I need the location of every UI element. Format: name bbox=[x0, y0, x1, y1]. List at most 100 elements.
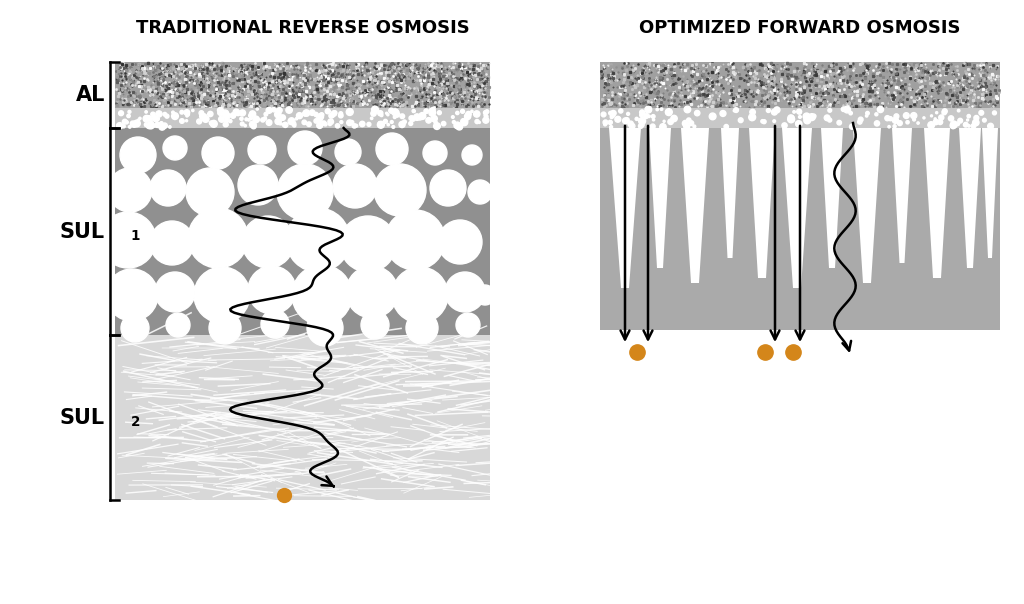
Circle shape bbox=[761, 120, 764, 123]
Circle shape bbox=[159, 123, 166, 130]
Circle shape bbox=[263, 117, 266, 120]
Circle shape bbox=[936, 112, 938, 114]
Polygon shape bbox=[821, 128, 843, 268]
Circle shape bbox=[787, 116, 795, 123]
Circle shape bbox=[461, 109, 465, 114]
Circle shape bbox=[125, 121, 128, 124]
Circle shape bbox=[172, 113, 178, 120]
Circle shape bbox=[328, 119, 334, 124]
Circle shape bbox=[656, 108, 658, 111]
Circle shape bbox=[968, 124, 970, 127]
Circle shape bbox=[465, 114, 471, 120]
Circle shape bbox=[106, 269, 158, 321]
Circle shape bbox=[940, 115, 943, 118]
Circle shape bbox=[248, 136, 276, 164]
Circle shape bbox=[456, 111, 459, 115]
Circle shape bbox=[659, 124, 667, 130]
Circle shape bbox=[471, 110, 473, 112]
Circle shape bbox=[601, 112, 606, 117]
Bar bbox=[600, 62, 1000, 108]
Circle shape bbox=[245, 118, 248, 121]
Circle shape bbox=[285, 123, 288, 126]
Circle shape bbox=[145, 111, 147, 113]
Circle shape bbox=[956, 122, 959, 126]
Circle shape bbox=[438, 220, 482, 264]
Circle shape bbox=[324, 123, 327, 126]
Circle shape bbox=[910, 112, 916, 118]
Circle shape bbox=[693, 125, 695, 128]
Polygon shape bbox=[982, 128, 998, 258]
Circle shape bbox=[186, 168, 234, 216]
Circle shape bbox=[288, 118, 295, 124]
Circle shape bbox=[166, 313, 190, 337]
Circle shape bbox=[389, 108, 394, 114]
Circle shape bbox=[392, 126, 394, 129]
Polygon shape bbox=[681, 128, 709, 283]
Polygon shape bbox=[892, 128, 912, 263]
Circle shape bbox=[827, 109, 831, 112]
Circle shape bbox=[144, 123, 147, 126]
Circle shape bbox=[938, 120, 943, 124]
Circle shape bbox=[889, 117, 893, 121]
Circle shape bbox=[286, 107, 292, 114]
Circle shape bbox=[248, 118, 250, 121]
Circle shape bbox=[979, 111, 984, 115]
Circle shape bbox=[666, 109, 671, 115]
Circle shape bbox=[139, 117, 141, 120]
Polygon shape bbox=[749, 128, 775, 278]
Circle shape bbox=[942, 111, 946, 115]
Circle shape bbox=[974, 115, 979, 120]
Circle shape bbox=[340, 216, 396, 272]
Circle shape bbox=[122, 124, 125, 128]
Circle shape bbox=[409, 121, 413, 126]
Circle shape bbox=[250, 121, 256, 127]
Circle shape bbox=[219, 116, 225, 122]
Circle shape bbox=[146, 115, 152, 120]
Circle shape bbox=[983, 118, 986, 122]
Circle shape bbox=[893, 124, 896, 128]
Circle shape bbox=[210, 120, 217, 127]
Circle shape bbox=[684, 106, 691, 113]
Circle shape bbox=[322, 121, 326, 125]
Circle shape bbox=[812, 114, 816, 118]
Circle shape bbox=[203, 116, 209, 123]
Circle shape bbox=[874, 121, 880, 126]
Circle shape bbox=[217, 108, 223, 114]
Circle shape bbox=[271, 108, 275, 112]
Circle shape bbox=[280, 115, 286, 120]
Circle shape bbox=[293, 124, 296, 127]
Text: TRADITIONAL REVERSE OSMOSIS: TRADITIONAL REVERSE OSMOSIS bbox=[135, 19, 469, 37]
Polygon shape bbox=[853, 128, 881, 283]
Circle shape bbox=[390, 121, 393, 123]
Bar bbox=[600, 128, 1000, 330]
Circle shape bbox=[992, 111, 996, 115]
Circle shape bbox=[200, 114, 207, 121]
Circle shape bbox=[155, 272, 195, 312]
Circle shape bbox=[303, 112, 307, 116]
Circle shape bbox=[131, 121, 137, 127]
Circle shape bbox=[250, 111, 256, 117]
Circle shape bbox=[885, 115, 890, 121]
Circle shape bbox=[261, 310, 289, 338]
Polygon shape bbox=[924, 128, 950, 278]
Circle shape bbox=[466, 111, 471, 117]
Circle shape bbox=[286, 208, 350, 272]
Circle shape bbox=[453, 121, 456, 124]
Circle shape bbox=[376, 133, 408, 165]
Circle shape bbox=[209, 312, 241, 344]
Circle shape bbox=[314, 119, 318, 123]
Circle shape bbox=[892, 117, 898, 123]
Circle shape bbox=[485, 110, 488, 114]
Circle shape bbox=[666, 109, 673, 115]
Circle shape bbox=[399, 121, 406, 127]
Circle shape bbox=[608, 111, 612, 115]
Circle shape bbox=[374, 164, 426, 216]
Circle shape bbox=[392, 109, 398, 115]
Circle shape bbox=[163, 136, 187, 160]
Circle shape bbox=[395, 111, 398, 114]
Text: SUL: SUL bbox=[59, 408, 105, 428]
Circle shape bbox=[627, 112, 630, 115]
Circle shape bbox=[172, 111, 174, 114]
Circle shape bbox=[609, 126, 612, 129]
Circle shape bbox=[169, 126, 171, 128]
